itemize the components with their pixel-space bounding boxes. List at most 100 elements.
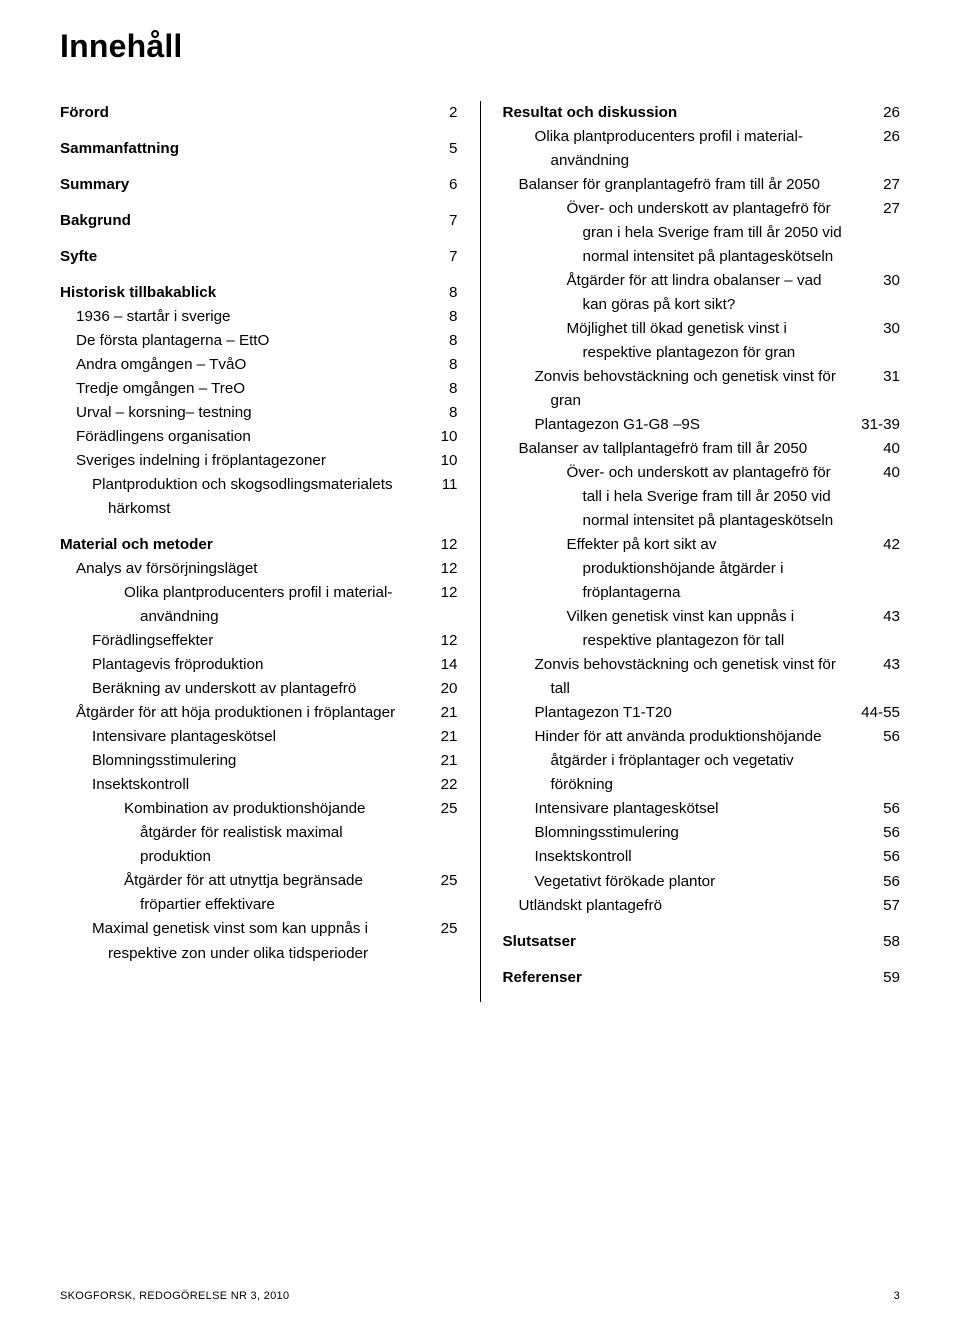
- toc-entry: Insektskontroll22: [60, 773, 458, 797]
- toc-page-number: 25: [412, 917, 458, 941]
- toc-entry: Vegetativt förökade plantor56: [503, 870, 901, 894]
- page-footer: SKOGFORSK, REDOGÖRELSE NR 3, 2010 3: [60, 1290, 900, 1302]
- toc-group: Syfte7: [60, 245, 458, 269]
- toc-page-number: 2: [412, 101, 458, 125]
- toc-page-number: 21: [412, 749, 458, 773]
- toc-entry: Tredje omgången – TreO8: [60, 377, 458, 401]
- toc-entry: De första plantagerna – EttO8: [60, 329, 458, 353]
- toc-label: Kombination av produktionshöjande åtgärd…: [92, 797, 412, 869]
- toc-entry: Bakgrund7: [60, 209, 458, 233]
- toc-entry: Beräkning av underskott av plantagefrö20: [60, 677, 458, 701]
- toc-page-number: 12: [412, 557, 458, 581]
- toc-page-number: 8: [412, 401, 458, 425]
- toc-label: Syfte: [60, 245, 412, 269]
- toc-label: Åtgärder för att höja produktionen i frö…: [76, 701, 412, 725]
- toc-label: Andra omgången – TvåO: [76, 353, 412, 377]
- toc-page-number: 40: [854, 437, 900, 461]
- toc-label: Intensivare plantageskötsel: [92, 725, 412, 749]
- toc-entry: Sveriges indelning i fröplantagezoner10: [60, 449, 458, 473]
- toc-right-column: Resultat och diskussion26Olika plantprod…: [481, 101, 901, 1002]
- toc-page-number: 7: [412, 245, 458, 269]
- toc-page-number: 10: [412, 449, 458, 473]
- toc-page-number: 44-55: [854, 701, 900, 725]
- toc-label: Över- och underskott av plantagefrö för …: [535, 197, 855, 269]
- toc-left-column: Förord2Sammanfattning5Summary6Bakgrund7S…: [60, 101, 481, 1002]
- toc-label: Historisk tillbakablick: [60, 281, 412, 305]
- toc-label: Förord: [60, 101, 412, 125]
- toc-label: 1936 – startår i sverige: [76, 305, 412, 329]
- toc-entry: Resultat och diskussion26: [503, 101, 901, 125]
- toc-page-number: 11: [412, 473, 458, 497]
- toc-label: Blomningsstimulering: [535, 821, 855, 845]
- footer-source: SKOGFORSK, REDOGÖRELSE NR 3, 2010: [60, 1290, 289, 1302]
- toc-group: Förord2: [60, 101, 458, 125]
- toc-page-number: 58: [854, 930, 900, 954]
- toc-page-number: 25: [412, 869, 458, 893]
- toc-entry: Åtgärder för att lindra obalanser – vad …: [503, 269, 901, 317]
- toc-page-number: 31: [854, 365, 900, 389]
- toc-entry: Över- och underskott av plantagefrö för …: [503, 197, 901, 269]
- toc-columns: Förord2Sammanfattning5Summary6Bakgrund7S…: [60, 101, 900, 1002]
- toc-label: Vilken genetisk vinst kan uppnås i respe…: [535, 605, 855, 653]
- toc-page-number: 10: [412, 425, 458, 449]
- toc-page-number: 7: [412, 209, 458, 233]
- toc-group: Historisk tillbakablick81936 – startår i…: [60, 281, 458, 521]
- toc-page-number: 12: [412, 533, 458, 557]
- toc-label: De första plantagerna – EttO: [76, 329, 412, 353]
- toc-label: Åtgärder för att lindra obalanser – vad …: [535, 269, 855, 317]
- toc-label: Över- och underskott av plantagefrö för …: [535, 461, 855, 533]
- toc-label: Beräkning av underskott av plantagefrö: [92, 677, 412, 701]
- toc-label: Olika plantproducenters profil i materia…: [92, 581, 412, 629]
- toc-page-number: 56: [854, 845, 900, 869]
- toc-entry: Blomningsstimulering56: [503, 821, 901, 845]
- toc-label: Insektskontroll: [92, 773, 412, 797]
- toc-label: Resultat och diskussion: [503, 101, 855, 125]
- toc-entry: Utländskt plantagefrö57: [503, 894, 901, 918]
- toc-label: Slutsatser: [503, 930, 855, 954]
- toc-page-number: 30: [854, 317, 900, 341]
- toc-entry: Analys av försörjningsläget12: [60, 557, 458, 581]
- toc-entry: Olika plantproducenters profil i materia…: [60, 581, 458, 629]
- toc-page-number: 6: [412, 173, 458, 197]
- toc-entry: Insektskontroll56: [503, 845, 901, 869]
- toc-page-number: 59: [854, 966, 900, 990]
- footer-page-number: 3: [894, 1290, 900, 1302]
- toc-page-number: 56: [854, 797, 900, 821]
- toc-entry: Åtgärder för att höja produktionen i frö…: [60, 701, 458, 725]
- toc-label: Förädlingens organisation: [76, 425, 412, 449]
- toc-label: Balanser av tallplantagefrö fram till år…: [519, 437, 855, 461]
- toc-entry: Effekter på kort sikt av produktionshöja…: [503, 533, 901, 605]
- toc-label: Tredje omgången – TreO: [76, 377, 412, 401]
- toc-label: Analys av försörjningsläget: [76, 557, 412, 581]
- toc-page-number: 21: [412, 701, 458, 725]
- toc-page-number: 12: [412, 581, 458, 605]
- toc-page-number: 56: [854, 870, 900, 894]
- toc-group: Resultat och diskussion26Olika plantprod…: [503, 101, 901, 918]
- toc-entry: Förädlingseffekter12: [60, 629, 458, 653]
- toc-label: Insektskontroll: [535, 845, 855, 869]
- toc-entry: Vilken genetisk vinst kan uppnås i respe…: [503, 605, 901, 653]
- toc-page-number: 43: [854, 653, 900, 677]
- toc-group: Sammanfattning5: [60, 137, 458, 161]
- toc-label: Plantagezon G1-G8 –9S: [535, 413, 855, 437]
- toc-label: Förädlingseffekter: [92, 629, 412, 653]
- toc-label: Urval – korsning– testning: [76, 401, 412, 425]
- toc-page-number: 5: [412, 137, 458, 161]
- toc-entry: Olika plantproducenters profil i materia…: [503, 125, 901, 173]
- toc-label: Plantagevis fröproduktion: [92, 653, 412, 677]
- toc-label: Bakgrund: [60, 209, 412, 233]
- toc-label: Vegetativt förökade plantor: [535, 870, 855, 894]
- toc-page-number: 56: [854, 725, 900, 749]
- toc-group: Material och metoder12Analys av försörjn…: [60, 533, 458, 965]
- toc-entry: Andra omgången – TvåO8: [60, 353, 458, 377]
- toc-label: Hinder för att använda produktionshöjand…: [519, 725, 855, 797]
- toc-entry: Syfte7: [60, 245, 458, 269]
- toc-entry: Zonvis behovstäckning och genetisk vinst…: [503, 653, 901, 701]
- toc-entry: Plantagezon G1-G8 –9S31-39: [503, 413, 901, 437]
- toc-page-number: 8: [412, 377, 458, 401]
- toc-page-number: 25: [412, 797, 458, 821]
- toc-page-number: 26: [854, 101, 900, 125]
- toc-group: Referenser59: [503, 966, 901, 990]
- toc-entry: Historisk tillbakablick8: [60, 281, 458, 305]
- toc-entry: Över- och underskott av plantagefrö för …: [503, 461, 901, 533]
